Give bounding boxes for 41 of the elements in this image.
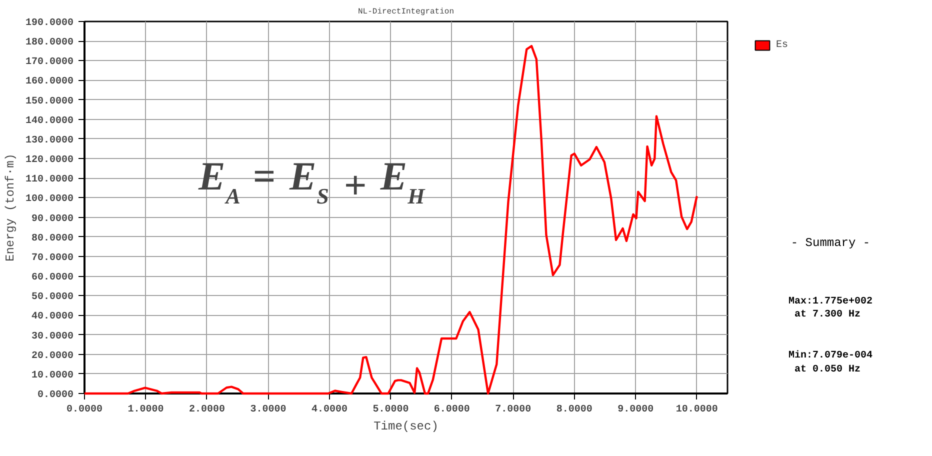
x-tick-label: 4.0000	[311, 404, 348, 416]
y-tick-label: 190.0000	[25, 18, 74, 29]
y-tick-label: 10.0000	[31, 370, 74, 382]
y-tick-label: 100.0000	[25, 194, 74, 206]
y-tick-label: 80.0000	[31, 233, 74, 244]
y-tick-label: 20.0000	[31, 350, 74, 362]
text: Max:1.775e+002	[788, 296, 873, 308]
text: at 0.050 Hz	[794, 364, 861, 376]
x-tick-label: 7.0000	[495, 404, 532, 416]
y-tick-label: 70.0000	[31, 252, 74, 264]
y-tick-label: 40.0000	[31, 312, 74, 323]
x-tick-label: 3.0000	[250, 404, 286, 416]
x-tick-label: 5.0000	[372, 404, 409, 416]
line-series	[83, 44, 698, 395]
chart-title: NL-DirectIntegration	[358, 8, 454, 16]
y-tick-label: 0.0000	[37, 390, 74, 401]
y-tick-label: 110.0000	[25, 174, 74, 186]
y-tick-label: 150.0000	[25, 96, 74, 108]
y-tick-label: 160.0000	[25, 76, 74, 88]
y-tick-label: 50.0000	[31, 292, 74, 304]
x-tick-label: 8.0000	[556, 404, 592, 416]
x-tick-label: 9.0000	[618, 404, 654, 416]
legend-label: Es	[776, 40, 790, 50]
y-tick-label: 30.0000	[31, 331, 74, 342]
y-tick-label: 60.0000	[31, 272, 74, 284]
y-tick-label: 130.0000	[25, 135, 74, 146]
x-tick-label: 10.0000	[676, 404, 718, 416]
text: Min:7.079e-004	[788, 350, 873, 362]
x-tick-label: 0.0000	[66, 404, 103, 416]
y-tick-label: 180.0000	[25, 38, 74, 49]
y-axis-title: Energy (tonf·m)	[3, 153, 18, 262]
x-tick-label: 6.0000	[434, 404, 470, 416]
y-tick-label: 90.0000	[31, 214, 74, 225]
text: - Summary -	[790, 236, 870, 250]
x-tick-label: 2.0000	[188, 404, 225, 416]
y-tick-label: 120.0000	[25, 155, 74, 166]
text: at 7.300 Hz	[794, 309, 861, 320]
y-tick-label: 140.0000	[25, 116, 74, 127]
x-axis-title: Time(sec)	[374, 420, 438, 434]
x-tick-label: 1.0000	[128, 404, 164, 416]
y-tick-label: 170.0000	[25, 57, 74, 68]
